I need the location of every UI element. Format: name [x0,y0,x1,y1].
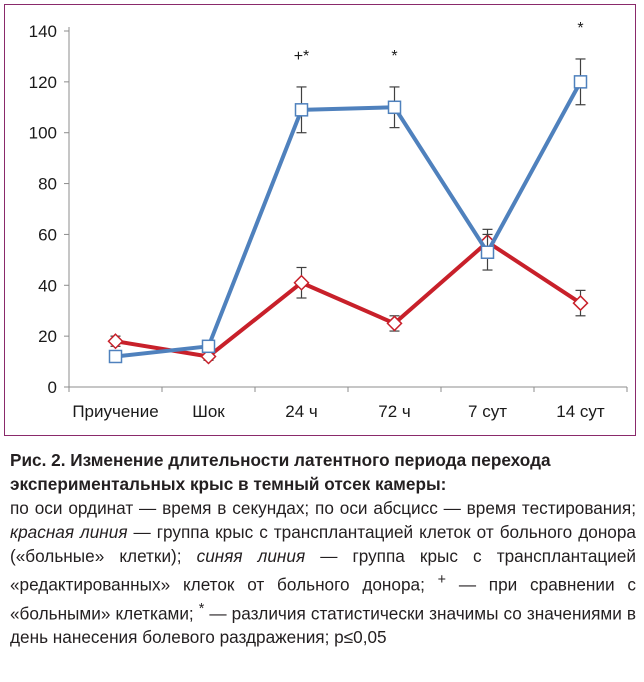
series-line [115,80,583,359]
data-point-square [201,339,216,354]
caption-body: по оси ординат — время в секундах; по ос… [10,496,636,649]
data-point-square [480,245,495,259]
x-tick-label: Приучение [72,402,158,421]
data-point-square [108,349,123,364]
caption-text-4: — при сравнении с «больными» клетками; [10,574,637,624]
y-tick-label: 100 [29,124,57,143]
data-point-square [387,100,402,115]
caption-text-3: — группа крыс с трансплантацией «редакти… [10,546,636,595]
y-tick-label: 60 [38,225,57,244]
data-point-diamond [572,295,589,312]
series-0 [107,228,589,365]
caption-plus-mark: + [437,572,447,588]
significance-label: * [391,48,397,65]
figure-caption: Рис. 2. Изменение длительности латентног… [10,448,636,649]
chart-frame: 0 20 40 60 80 100 120 140 Приучение Шок 24 ч 72 ч 7 … [4,4,636,436]
data-point-square [294,103,309,117]
x-tick-label: 7 сут [468,402,507,421]
y-tick-label: 80 [38,175,57,194]
x-tick-label: Шок [192,402,225,421]
data-point-diamond [293,274,310,291]
caption-red-line: красная линия [10,522,128,542]
caption-text-1: по оси ординат — время в секундах; по ос… [10,498,636,518]
line-chart: 0 20 40 60 80 100 120 140 Приучение Шок 24 ч 72 ч 7 … [29,20,628,421]
data-point-diamond [386,315,403,332]
y-tick-label: 120 [29,73,57,92]
significance-label: +* [294,48,310,65]
caption-text-2: — группа крыс с трансплантацией клеток о… [10,522,636,566]
data-point-diamond [107,333,124,350]
x-tick-label: 14 сут [556,402,605,421]
y-tick-label: 20 [38,327,57,346]
data-point-square [573,75,588,89]
series-line [115,240,582,359]
significance-label: * [577,20,583,37]
caption-star-mark: * [198,600,205,617]
caption-blue-line: синяя линия [196,546,306,566]
caption-text-5: — различия статистически значимы со знач… [10,603,636,648]
y-tick-label: 0 [48,378,57,397]
y-tick-label: 140 [29,22,57,41]
series-1 [108,58,588,364]
caption-title: Рис. 2. Изменение длительности латентног… [10,450,551,494]
x-tick-label: 72 ч [378,402,411,421]
x-tick-label: 24 ч [285,402,318,421]
y-tick-label: 40 [38,276,57,295]
